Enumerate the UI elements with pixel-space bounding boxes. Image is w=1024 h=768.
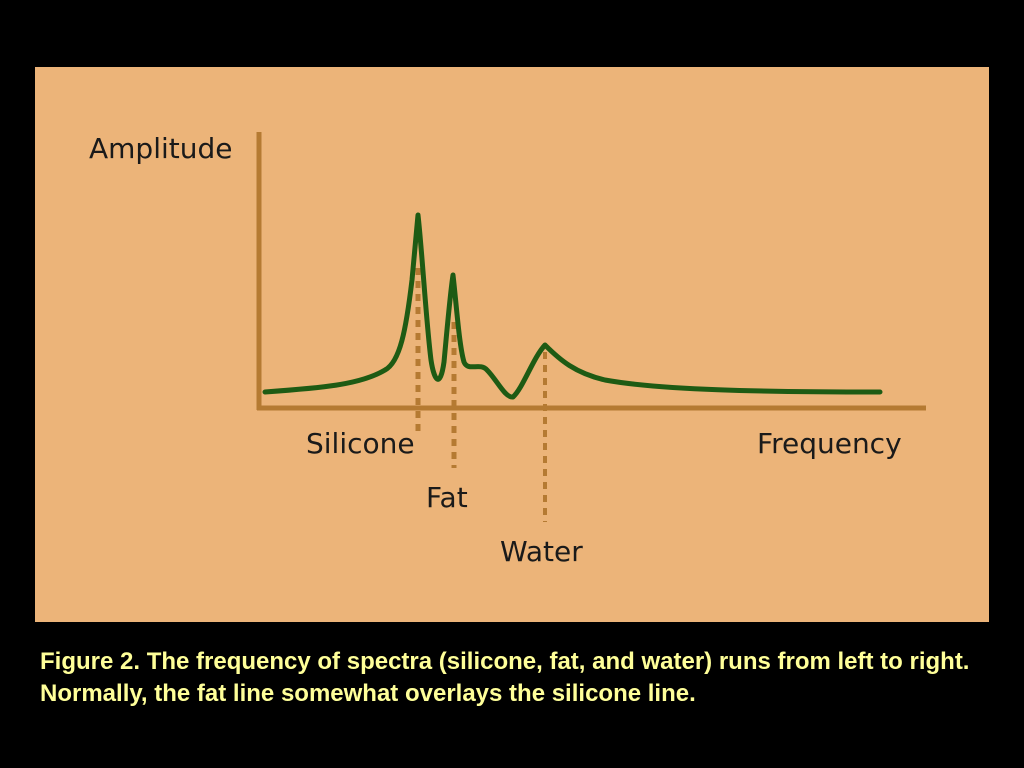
x-axis-label: Frequency xyxy=(757,427,902,460)
diagram-panel xyxy=(35,67,989,622)
figure-caption: Figure 2. The frequency of spectra (sili… xyxy=(40,648,970,707)
fat-label: Fat xyxy=(426,481,468,514)
y-axis-label: Amplitude xyxy=(89,132,233,165)
silicone-label: Silicone xyxy=(306,427,415,460)
water-label: Water xyxy=(500,535,583,568)
spectrum-curve xyxy=(262,212,883,400)
